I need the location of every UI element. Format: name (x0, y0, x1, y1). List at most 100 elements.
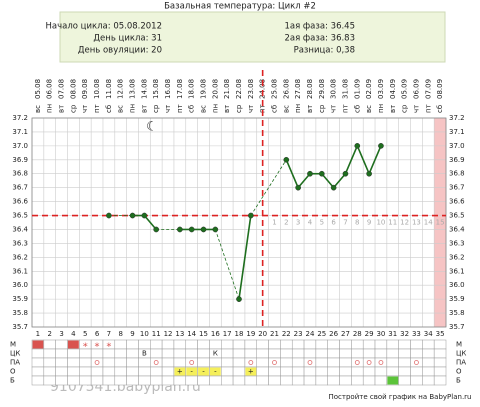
table-cell (327, 339, 340, 350)
table-cell (43, 366, 56, 377)
pa-mark (189, 360, 195, 365)
table-cell (114, 375, 127, 386)
date-label: 06.08 (46, 79, 54, 99)
table-cell (398, 348, 411, 359)
table-cell (422, 339, 435, 350)
info-right: 2ая фаза: 36.83 (284, 34, 355, 44)
table-cell (55, 348, 68, 359)
date-label: 31.08 (341, 79, 349, 99)
date-label: 03.09 (377, 79, 385, 99)
table-cell (185, 339, 198, 350)
table-cell (102, 366, 116, 377)
date-label: 10.08 (93, 79, 101, 99)
table-cell (79, 357, 92, 368)
point (307, 170, 313, 177)
table-cell (221, 375, 234, 386)
day-number: 28 (353, 330, 362, 338)
day-number: 6 (95, 330, 100, 338)
table-cell (90, 375, 104, 386)
point (342, 170, 349, 177)
table-cell (126, 357, 139, 368)
table-cell (303, 357, 317, 368)
info-right: Разница: 0,38 (294, 46, 355, 56)
table-cell (150, 366, 163, 377)
o-cell (174, 367, 186, 376)
table-cell (79, 366, 92, 377)
pa-mark (272, 360, 277, 365)
line-segment (238, 215, 252, 300)
date-label: 05.09 (401, 79, 409, 99)
table-cell (31, 375, 45, 386)
day-number: 31 (388, 330, 397, 338)
table-cell (291, 348, 305, 359)
weekday-label: вс (200, 105, 208, 113)
info-box (59, 11, 446, 63)
table-cell (43, 339, 56, 350)
pa-mark (248, 360, 254, 365)
table-cell (90, 357, 104, 368)
table-cell (433, 339, 447, 350)
y-tick-label-right: 35.7 (449, 323, 465, 331)
y-tick-label: 36.6 (12, 198, 28, 206)
table-cell (232, 357, 246, 368)
table-cell (327, 366, 340, 377)
table-cell (67, 348, 80, 359)
luteal-day-label: 7 (343, 219, 347, 227)
weekday-label: ср (69, 104, 77, 113)
table-cell (291, 357, 305, 368)
day-number: 23 (294, 330, 303, 338)
day-number: 4 (71, 330, 76, 338)
day-number: 32 (400, 330, 409, 338)
table-cell (327, 357, 340, 368)
luteal-day-label: 11 (388, 219, 397, 227)
pa-mark (94, 360, 100, 365)
o-cell (209, 367, 221, 376)
table-cell (315, 357, 328, 368)
table-cell (150, 348, 163, 359)
table-cell (351, 357, 364, 368)
table-cell (161, 357, 175, 368)
date-label: 08.09 (436, 79, 444, 99)
point (200, 226, 207, 233)
luteal-day-label: 4 (308, 219, 313, 227)
luteal-day-label: 1 (272, 219, 276, 227)
date-label: 14.08 (140, 79, 148, 99)
table-cell (303, 339, 317, 350)
weekday-label: пн (46, 104, 54, 113)
date-label: 01.09 (353, 79, 361, 99)
table-cell (232, 366, 246, 377)
y-tick-label-right: 37.0 (449, 142, 465, 150)
table-cell (126, 375, 139, 386)
point (318, 170, 325, 177)
table-cell (209, 357, 222, 368)
day-number: 7 (107, 330, 111, 338)
date-label: 15.08 (152, 79, 160, 99)
table-cell (422, 366, 435, 377)
day-number: 22 (282, 330, 291, 338)
point (153, 226, 160, 233)
day-number: 12 (164, 330, 173, 338)
day-number: 30 (376, 330, 385, 338)
highlight-column (434, 118, 446, 327)
table-cell (422, 375, 435, 386)
table-cell (31, 366, 45, 377)
table-cell (303, 348, 317, 359)
table-cell (197, 375, 210, 386)
weekday-label: чт (164, 105, 172, 113)
day-number: 5 (83, 330, 87, 338)
y-tick-label: 36.4 (12, 225, 28, 233)
table-cell (185, 375, 198, 386)
pa-mark (307, 360, 313, 365)
table-cell (138, 339, 151, 350)
line-segment (333, 173, 347, 189)
y-tick-label-right: 36.2 (449, 253, 465, 261)
luteal-day-label: 12 (400, 219, 409, 227)
point (188, 226, 195, 233)
table-cell (244, 348, 257, 359)
y-tick-label: 35.7 (12, 323, 28, 331)
point (177, 226, 183, 233)
table-cell (280, 339, 293, 350)
date-label: 06.09 (412, 79, 420, 99)
table-cell (386, 339, 399, 350)
point (366, 170, 372, 177)
